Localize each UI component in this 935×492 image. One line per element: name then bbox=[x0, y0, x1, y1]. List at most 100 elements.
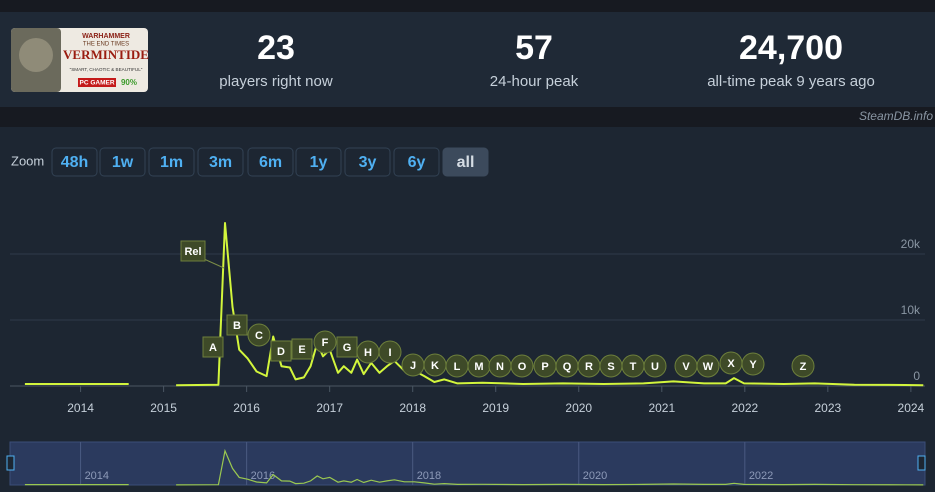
event-flag-label[interactable]: C bbox=[255, 330, 263, 342]
navigator-handle[interactable] bbox=[6, 455, 15, 471]
stat-label: 24-hour peak bbox=[490, 73, 579, 90]
x-tick-label: 2021 bbox=[648, 401, 675, 415]
zoom-button-label[interactable]: 3m bbox=[209, 154, 232, 171]
event-flag-label[interactable]: B bbox=[233, 320, 241, 332]
zoom-button-label[interactable]: 3y bbox=[359, 154, 377, 171]
y-tick-label: 10k bbox=[901, 303, 921, 317]
event-flag-label[interactable]: S bbox=[607, 361, 614, 373]
zoom-button[interactable] bbox=[99, 147, 146, 177]
event-flag[interactable] bbox=[643, 354, 667, 378]
x-tick-label: 2019 bbox=[482, 401, 509, 415]
navigator-tick-label: 2022 bbox=[749, 470, 773, 482]
stat-label: players right now bbox=[219, 73, 333, 90]
event-flag-label[interactable]: H bbox=[364, 347, 372, 359]
event-flag[interactable] bbox=[247, 323, 271, 347]
event-flag[interactable] bbox=[180, 240, 206, 262]
x-tick-label: 2022 bbox=[731, 401, 758, 415]
zoom-button[interactable] bbox=[148, 147, 195, 177]
event-flag-label[interactable]: K bbox=[431, 360, 439, 372]
event-flag[interactable] bbox=[510, 354, 534, 378]
x-tick-label: 2015 bbox=[150, 401, 177, 415]
zoom-button[interactable] bbox=[393, 147, 440, 177]
event-flag-label[interactable]: G bbox=[343, 342, 352, 354]
x-tick-label: 2014 bbox=[67, 401, 94, 415]
zoom-button-label[interactable]: 6y bbox=[408, 154, 426, 171]
event-flag-label[interactable]: D bbox=[277, 346, 285, 358]
event-flag-label[interactable]: X bbox=[727, 358, 735, 370]
zoom-button-label[interactable]: 1m bbox=[160, 154, 183, 171]
zoom-button-label[interactable]: 48h bbox=[61, 154, 89, 171]
zoom-button[interactable] bbox=[247, 147, 294, 177]
game-logo: WARHAMMER THE END TIMES VERMINTIDE "SMAR… bbox=[11, 28, 149, 92]
zoom-button[interactable] bbox=[197, 147, 244, 177]
y-tick-label: 20k bbox=[901, 237, 921, 251]
event-flag[interactable] bbox=[696, 354, 720, 378]
x-tick-label: 2020 bbox=[565, 401, 592, 415]
event-flag-label[interactable]: R bbox=[585, 361, 593, 373]
event-flag-label[interactable]: A bbox=[209, 342, 217, 354]
event-flag[interactable] bbox=[741, 352, 765, 376]
logo-score: 90% bbox=[121, 78, 137, 87]
logo-subtitle: THE END TIMES bbox=[83, 42, 129, 48]
event-flag-label[interactable]: Rel bbox=[184, 246, 201, 258]
event-flag-label[interactable]: Y bbox=[749, 359, 757, 371]
zoom-button-label[interactable]: all bbox=[457, 154, 475, 171]
event-flag-label[interactable]: I bbox=[388, 347, 391, 359]
watermark: SteamDB.info bbox=[859, 109, 933, 123]
zoom-button-label[interactable]: 1y bbox=[310, 154, 328, 171]
event-flag-label[interactable]: W bbox=[703, 361, 714, 373]
zoom-button-label[interactable]: 1w bbox=[112, 154, 134, 171]
event-flag-label[interactable]: P bbox=[541, 361, 548, 373]
event-flag[interactable] bbox=[378, 340, 402, 364]
x-tick-label: 2016 bbox=[233, 401, 260, 415]
zoom-button[interactable] bbox=[51, 147, 98, 177]
navigator-bg bbox=[9, 441, 926, 486]
zoom-button[interactable] bbox=[344, 147, 391, 177]
navigator-tick-label: 2014 bbox=[85, 470, 109, 482]
event-flag-label[interactable]: L bbox=[454, 361, 461, 373]
event-flag-label[interactable]: U bbox=[651, 361, 659, 373]
event-flag[interactable] bbox=[291, 338, 313, 360]
navigator-tick-label: 2018 bbox=[417, 470, 441, 482]
navigator-line bbox=[24, 448, 924, 486]
event-flag-label[interactable]: J bbox=[410, 360, 416, 372]
event-flag-label[interactable]: E bbox=[298, 344, 305, 356]
event-flag-label[interactable]: Z bbox=[800, 361, 807, 373]
stat-value: 24,700 bbox=[739, 29, 843, 67]
event-flag[interactable] bbox=[226, 314, 248, 336]
event-flag[interactable] bbox=[791, 354, 815, 378]
logo-badge-bg bbox=[78, 78, 116, 87]
event-flag-label[interactable]: M bbox=[474, 361, 483, 373]
zoom-button[interactable] bbox=[295, 147, 342, 177]
stat-value: 23 bbox=[257, 29, 295, 67]
logo-kicker: WARHAMMER bbox=[82, 33, 130, 40]
y-tick-label: 0 bbox=[913, 369, 920, 383]
event-flag-label[interactable]: V bbox=[682, 361, 690, 373]
chart-panel bbox=[0, 127, 935, 492]
logo-badge: PC GAMER bbox=[79, 80, 114, 87]
event-flag-label[interactable]: Q bbox=[563, 361, 572, 373]
logo-figure bbox=[19, 38, 53, 72]
header-panel bbox=[0, 12, 935, 107]
event-flag[interactable] bbox=[313, 330, 337, 354]
event-flag[interactable] bbox=[202, 336, 224, 358]
flag-pointer bbox=[203, 258, 225, 269]
zoom-button-label[interactable]: 6m bbox=[259, 154, 282, 171]
event-flag-label[interactable]: N bbox=[496, 361, 504, 373]
zoom-label: Zoom bbox=[11, 153, 44, 168]
event-flag-label[interactable]: T bbox=[630, 361, 637, 373]
navigator-handle[interactable] bbox=[917, 455, 926, 471]
logo-quote: "SMART, CHAOTIC & BEAUTIFUL" bbox=[70, 67, 143, 72]
event-flag-label[interactable]: O bbox=[518, 361, 527, 373]
zoom-button[interactable] bbox=[442, 147, 489, 177]
x-tick-label: 2018 bbox=[399, 401, 426, 415]
x-tick-label: 2023 bbox=[815, 401, 842, 415]
navigator-tick-label: 2020 bbox=[583, 470, 607, 482]
event-flag[interactable] bbox=[270, 340, 292, 362]
stat-label: all-time peak 9 years ago bbox=[707, 73, 875, 90]
navigator-tick-label: 2016 bbox=[251, 470, 275, 482]
event-flag-label[interactable]: F bbox=[322, 337, 329, 349]
event-flag[interactable] bbox=[336, 336, 358, 358]
